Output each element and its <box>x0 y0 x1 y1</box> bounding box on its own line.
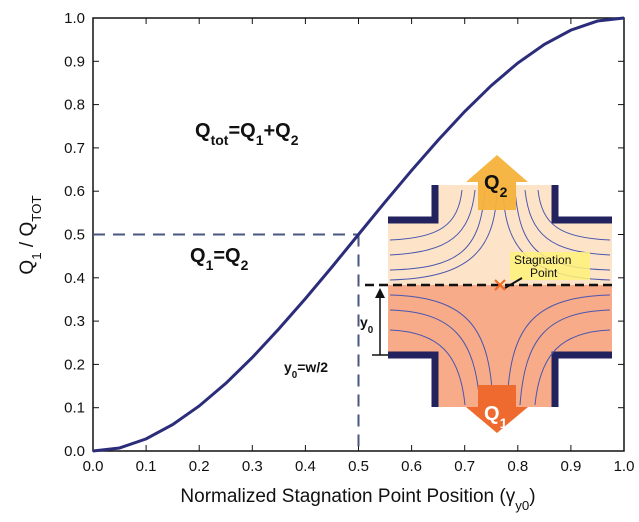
x-axis-label: Normalized Stagnation Point Position (γy… <box>180 486 535 513</box>
text-segment: Stagnation <box>514 253 571 267</box>
text-segment: +Q <box>264 120 291 142</box>
text-segment: Q <box>484 403 500 425</box>
text-segment: ) <box>529 486 535 507</box>
text-segment: y <box>284 359 292 375</box>
text-segment: Point <box>530 266 558 280</box>
text-segment: γ <box>506 486 516 507</box>
text-segment: TOT <box>29 195 44 221</box>
text-segment: Normalized Stagnation Point Position ( <box>180 486 506 507</box>
y-tick-label: 0.0 <box>64 443 85 460</box>
text-segment: 0 <box>292 370 298 381</box>
inset-diagram <box>365 155 612 433</box>
x-tick-label: 0.5 <box>348 458 369 475</box>
annotation: Q1 <box>484 403 508 431</box>
y-tick-label: 0.5 <box>64 227 85 244</box>
y-tick-label: 0.8 <box>64 97 85 114</box>
text-segment: 2 <box>291 132 299 148</box>
x-tick-label: 0.2 <box>189 458 210 475</box>
x-tick-label: 0.4 <box>295 458 316 475</box>
y-tick-label: 1.0 <box>64 10 85 27</box>
x-tick-label: 0.9 <box>560 458 581 475</box>
y-tick-label: 0.6 <box>64 183 85 200</box>
x-tick-label: 0.1 <box>136 458 157 475</box>
text-segment: Q <box>190 245 206 267</box>
x-tick-label: 0.0 <box>83 458 104 475</box>
annotation: Q1=Q2 <box>190 245 249 273</box>
annotation: Point <box>530 266 558 280</box>
text-segment: 0 <box>368 325 374 336</box>
annotation: y0=w/2 <box>284 359 328 381</box>
text-segment: y0 <box>515 498 529 513</box>
x-tick-label: 0.3 <box>242 458 263 475</box>
y-axis-label: Q1 / QTOT <box>17 195 44 274</box>
text-segment: =Q <box>228 120 255 142</box>
text-segment: Q <box>17 260 38 275</box>
x-tick-label: 0.7 <box>454 458 475 475</box>
text-segment: 1 <box>206 257 214 273</box>
text-segment: 1 <box>500 415 508 431</box>
y-tick-label: 0.2 <box>64 356 85 373</box>
text-segment: Q <box>195 120 211 142</box>
annotation: Q2 <box>484 172 508 200</box>
x-tick-label: 0.8 <box>507 458 528 475</box>
text-segment: =w/2 <box>297 359 328 375</box>
x-tick-label: 0.6 <box>401 458 422 475</box>
text-segment: / Q <box>17 222 38 253</box>
y-tick-label: 0.4 <box>64 270 85 287</box>
text-segment: =Q <box>213 245 240 267</box>
data-line <box>92 16 625 453</box>
y-tick-label: 0.3 <box>64 313 85 330</box>
text-segment: 2 <box>241 257 249 273</box>
text-segment: y <box>360 314 368 330</box>
annotation: Qtot=Q1+Q2 <box>195 120 299 148</box>
text-segment: 2 <box>500 184 508 200</box>
y-tick-label: 0.9 <box>64 53 85 70</box>
text-segment: Q <box>484 172 500 194</box>
text-segment: 1 <box>29 252 44 259</box>
y-tick-label: 0.1 <box>64 400 85 417</box>
annotation: Stagnation <box>514 253 571 267</box>
text-segment: 1 <box>256 132 264 148</box>
y-tick-label: 0.7 <box>64 140 85 157</box>
x-tick-label: 1.0 <box>614 458 635 475</box>
text-segment: tot <box>211 132 229 148</box>
annotation: y0 <box>360 314 374 336</box>
